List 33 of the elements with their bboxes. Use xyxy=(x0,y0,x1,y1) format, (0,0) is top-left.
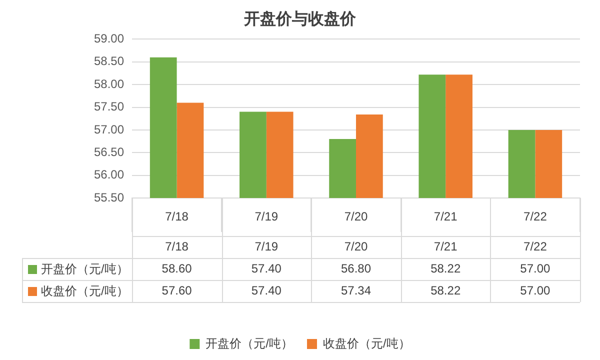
data-label: 57.40 xyxy=(251,283,282,298)
y-tick-label: 56.50 xyxy=(94,144,124,159)
x-tick-label: 7/20 xyxy=(344,210,368,224)
category-label: 7/21 xyxy=(434,239,458,254)
data-label: 58.22 xyxy=(430,261,461,276)
category-label: 7/20 xyxy=(344,239,368,254)
data-label: 58.60 xyxy=(162,261,192,276)
data-label: 57.60 xyxy=(162,283,192,298)
y-tick-label: 57.00 xyxy=(94,122,124,136)
y-tick-label: 58.00 xyxy=(94,76,124,91)
x-tick-label: 7/19 xyxy=(254,210,278,224)
text: 收盘价（元/吨） xyxy=(41,284,128,298)
data-label: 57.00 xyxy=(520,261,551,276)
y-tick-label: 59.00 xyxy=(94,32,124,46)
x-tick-label: 7/22 xyxy=(524,210,548,224)
legend-label: 开盘价（元/吨） xyxy=(206,336,294,350)
text: 开盘价（元/吨） xyxy=(41,262,128,276)
chart-title: 开盘价与收盘价 xyxy=(243,10,357,28)
data-label: 57.34 xyxy=(340,283,372,298)
data-label: 57.00 xyxy=(520,283,551,298)
y-tick-label: 58.50 xyxy=(94,54,124,68)
y-tick-label: 57.50 xyxy=(94,100,124,114)
category-label: 7/22 xyxy=(524,239,547,254)
y-tick-label: 56.00 xyxy=(94,168,124,182)
y-tick-label: 55.50 xyxy=(94,190,124,204)
data-label: 57.40 xyxy=(251,261,282,276)
category-label: 7/19 xyxy=(254,239,278,254)
category-label: 7/18 xyxy=(165,239,188,254)
data-label: 58.22 xyxy=(430,283,461,298)
legend-label: 收盘价（元/吨） xyxy=(323,336,410,350)
x-tick-label: 7/18 xyxy=(165,210,189,224)
x-tick-label: 7/21 xyxy=(434,210,458,224)
data-label: 56.80 xyxy=(340,261,372,276)
